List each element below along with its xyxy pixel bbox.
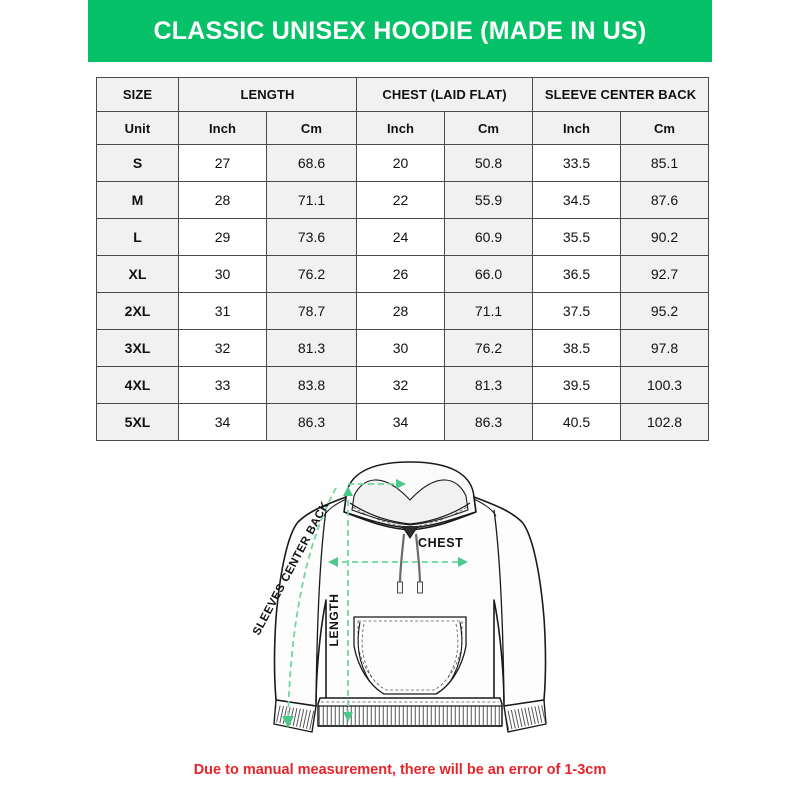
hoodie-body: [273, 496, 547, 707]
chest-measure-guide: [328, 557, 468, 567]
unit-header-sleeve-cm: Cm: [620, 111, 710, 145]
cell-length-cm: 83.8: [265, 366, 358, 404]
cell-length-cm: 81.3: [265, 329, 358, 367]
table-row: S 27 68.6 20 50.8 33.5 85.1: [96, 144, 710, 182]
table-body: S 27 68.6 20 50.8 33.5 85.1 M 28 71.1 22…: [96, 144, 710, 441]
table-unit-header-row: Unit Inch Cm Inch Cm Inch Cm: [96, 111, 710, 145]
kangaroo-pocket: [353, 616, 467, 695]
unit-header-unit: Unit: [96, 111, 179, 145]
cell-size: 4XL: [96, 366, 179, 404]
cell-sleeve-cm: 90.2: [620, 218, 710, 256]
drawstring: [397, 525, 423, 594]
cell-chest-in: 20: [356, 144, 446, 182]
cell-sleeve-in: 38.5: [532, 329, 622, 367]
cell-chest-in: 30: [356, 329, 446, 367]
cell-chest-cm: 60.9: [444, 218, 534, 256]
cell-length-cm: 68.6: [265, 144, 358, 182]
cell-sleeve-cm: 92.7: [620, 255, 710, 293]
cell-sleeve-in: 35.5: [532, 218, 622, 256]
table-row: 2XL 31 78.7 28 71.1 37.5 95.2: [96, 292, 710, 330]
table-row: 4XL 33 83.8 32 81.3 39.5 100.3: [96, 366, 710, 404]
cell-sleeve-cm: 100.3: [620, 366, 710, 404]
length-label: LENGTH: [327, 594, 341, 647]
length-measure-guide: [343, 486, 353, 722]
cell-sleeve-cm: 97.8: [620, 329, 710, 367]
cell-length-in: 28: [178, 181, 267, 219]
group-header-sleeve: SLEEVE CENTER BACK: [532, 77, 710, 112]
group-header-length: LENGTH: [177, 77, 358, 112]
table-row: XL 30 76.2 26 66.0 36.5 92.7: [96, 255, 710, 293]
cell-sleeve-in: 33.5: [532, 144, 622, 182]
cell-length-in: 34: [178, 403, 267, 441]
cell-length-in: 29: [178, 218, 267, 256]
hoodie-measurement-diagram: CHEST LENGTH SLEEVES CENTER BACK: [250, 450, 570, 750]
cell-sleeve-cm: 85.1: [620, 144, 710, 182]
unit-header-sleeve-inch: Inch: [532, 111, 622, 145]
cell-chest-in: 26: [356, 255, 446, 293]
cell-size: M: [96, 181, 179, 219]
cell-sleeve-in: 39.5: [532, 366, 622, 404]
table-row: 3XL 32 81.3 30 76.2 38.5 97.8: [96, 329, 710, 367]
cell-chest-cm: 50.8: [444, 144, 534, 182]
cell-length-cm: 73.6: [265, 218, 358, 256]
ribbed-cuff-left: [273, 699, 317, 733]
cell-size: 2XL: [96, 292, 179, 330]
cell-size: 5XL: [96, 403, 179, 441]
table-row: L 29 73.6 24 60.9 35.5 90.2: [96, 218, 710, 256]
unit-header-chest-inch: Inch: [356, 111, 446, 145]
cell-sleeve-cm: 95.2: [620, 292, 710, 330]
cell-length-in: 31: [178, 292, 267, 330]
cell-length-in: 30: [178, 255, 267, 293]
cell-sleeve-in: 34.5: [532, 181, 622, 219]
cell-length-in: 32: [178, 329, 267, 367]
cell-sleeve-in: 40.5: [532, 403, 622, 441]
cell-chest-in: 22: [356, 181, 446, 219]
hood-shape: [343, 461, 477, 529]
ribbed-hem: [317, 697, 503, 727]
table-row: M 28 71.1 22 55.9 34.5 87.6: [96, 181, 710, 219]
cell-size: 3XL: [96, 329, 179, 367]
unit-header-length-cm: Cm: [265, 111, 358, 145]
cell-size: L: [96, 218, 179, 256]
measurement-disclaimer: Due to manual measurement, there will be…: [193, 762, 607, 778]
cell-chest-cm: 76.2: [444, 329, 534, 367]
cell-sleeve-cm: 87.6: [620, 181, 710, 219]
cell-chest-cm: 86.3: [444, 403, 534, 441]
table-head: SIZE LENGTH CHEST (LAID FLAT) SLEEVE CEN…: [96, 77, 710, 145]
page-title: CLASSIC UNISEX HOODIE (MADE IN US): [153, 16, 647, 45]
cell-chest-in: 34: [356, 403, 446, 441]
cell-chest-in: 28: [356, 292, 446, 330]
cell-chest-cm: 81.3: [444, 366, 534, 404]
cell-length-cm: 76.2: [265, 255, 358, 293]
cell-length-cm: 86.3: [265, 403, 358, 441]
unit-header-chest-cm: Cm: [444, 111, 534, 145]
cell-length-cm: 71.1: [265, 181, 358, 219]
cell-chest-cm: 55.9: [444, 181, 534, 219]
cell-size: XL: [96, 255, 179, 293]
cell-chest-cm: 66.0: [444, 255, 534, 293]
cell-chest-in: 24: [356, 218, 446, 256]
chest-label: CHEST: [418, 536, 463, 550]
cell-size: S: [96, 144, 179, 182]
ribbed-cuff-right: [503, 699, 547, 733]
cell-sleeve-in: 36.5: [532, 255, 622, 293]
header-banner: CLASSIC UNISEX HOODIE (MADE IN US): [88, 0, 712, 62]
size-chart-table: SIZE LENGTH CHEST (LAID FLAT) SLEEVE CEN…: [96, 77, 710, 441]
group-header-size: SIZE: [96, 77, 179, 112]
size-chart-table-container: SIZE LENGTH CHEST (LAID FLAT) SLEEVE CEN…: [96, 77, 710, 441]
sleeve-center-back-guide: [282, 487, 337, 728]
hood-top-guide: [348, 479, 406, 489]
cell-sleeve-cm: 102.8: [620, 403, 710, 441]
group-header-chest: CHEST (LAID FLAT): [356, 77, 534, 112]
unit-header-length-inch: Inch: [178, 111, 267, 145]
cell-chest-in: 32: [356, 366, 446, 404]
cell-chest-cm: 71.1: [444, 292, 534, 330]
cell-length-cm: 78.7: [265, 292, 358, 330]
cell-length-in: 33: [178, 366, 267, 404]
cell-length-in: 27: [178, 144, 267, 182]
cell-sleeve-in: 37.5: [532, 292, 622, 330]
table-group-header-row: SIZE LENGTH CHEST (LAID FLAT) SLEEVE CEN…: [96, 77, 710, 112]
table-row: 5XL 34 86.3 34 86.3 40.5 102.8: [96, 403, 710, 441]
